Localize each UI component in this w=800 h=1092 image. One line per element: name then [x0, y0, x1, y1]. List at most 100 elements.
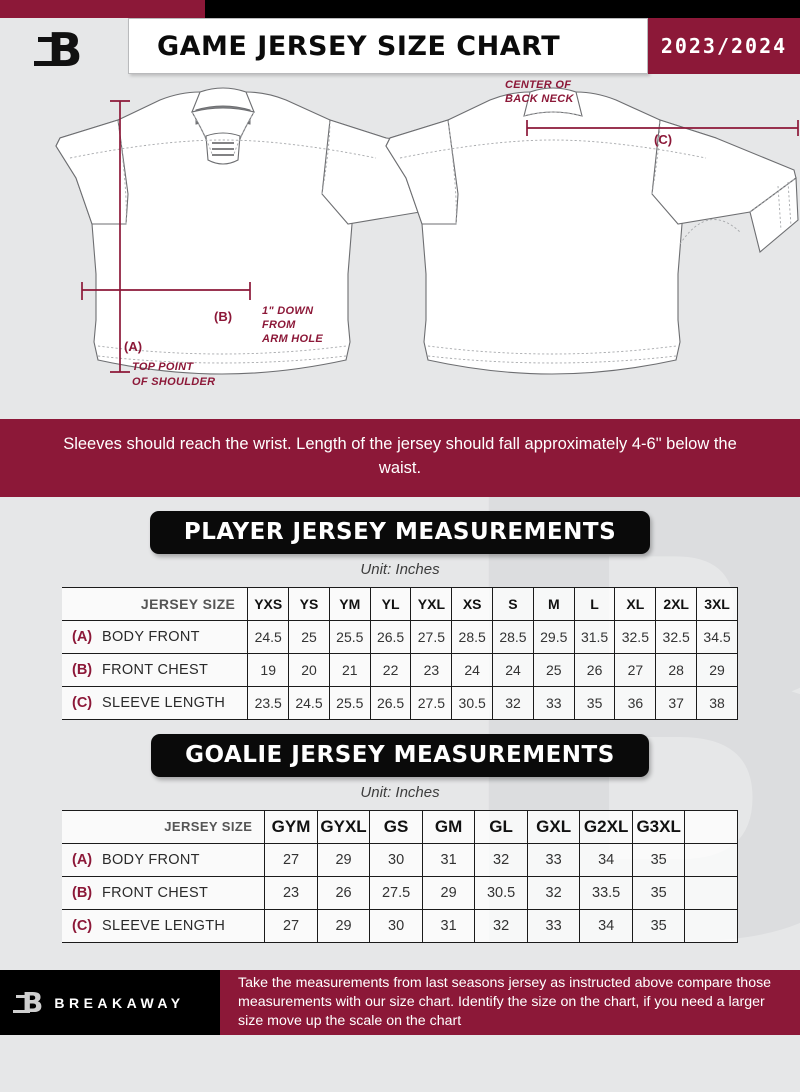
player-cell: 28.5 — [492, 619, 534, 654]
goalie-size-header: G2XL — [579, 809, 633, 844]
goalie-size-header: GS — [369, 809, 423, 844]
goalie-row-label: (A) BODY FRONT — [62, 842, 266, 877]
caption-b-line3: ARM HOLE — [261, 333, 323, 345]
player-corner-label: JERSEY SIZE — [62, 586, 249, 621]
player-cell: 26 — [573, 652, 616, 687]
player-size-header: M — [532, 586, 575, 621]
player-cell: 22 — [369, 652, 412, 687]
player-size-header: XL — [614, 586, 657, 621]
goalie-cell: 33.5 — [579, 875, 633, 910]
player-cell: 24 — [492, 652, 534, 687]
player-cell: 29.5 — [532, 619, 575, 654]
player-cell: 24.5 — [288, 685, 330, 720]
caption-a-line2: OF SHOULDER — [132, 376, 215, 388]
goalie-section-title: GOALIE JERSEY MEASUREMENTS — [151, 733, 649, 777]
goalie-measurements-table: JERSEY SIZE GYM GYXL GS GM GL GXL G2XL G… — [62, 809, 738, 943]
title-plate: GAME JERSEY SIZE CHART — [128, 18, 648, 74]
player-cell: 28.5 — [451, 619, 494, 654]
caption-a-line1: TOP POINT — [132, 361, 194, 373]
goalie-cell: 32 — [474, 908, 528, 943]
top-accent-maroon-block — [0, 0, 205, 18]
player-size-header: YM — [328, 586, 371, 621]
caption-b-line1: 1" DOWN — [262, 305, 314, 317]
player-cell: 37 — [655, 685, 698, 720]
player-cell: 26.5 — [369, 685, 412, 720]
player-cell: 36 — [614, 685, 657, 720]
measurement-tag: (C) — [72, 917, 93, 934]
goalie-cell: 34 — [579, 908, 633, 943]
player-cell: 35 — [573, 685, 616, 720]
footer-brand-block: B BREAKAWAY — [0, 970, 220, 1035]
goalie-cell: 30 — [369, 842, 423, 877]
goalie-cell: 23 — [264, 875, 318, 910]
player-size-header: 3XL — [696, 586, 738, 621]
player-size-header: XS — [451, 586, 494, 621]
goalie-cell: 30.5 — [474, 875, 528, 910]
back-jersey-illustration: (C) CENTER OF BACK NECK — [385, 79, 799, 375]
goalie-table-wrap: JERSEY SIZE GYM GYXL GS GM GL GXL G2XL G… — [0, 809, 800, 943]
footer-instructions: Take the measurements from last seasons … — [220, 970, 800, 1035]
goalie-cell: 31 — [421, 908, 476, 943]
breakaway-logo-icon: B — [34, 23, 83, 77]
breakaway-logo-icon-footer: B — [12, 985, 43, 1019]
goalie-cell: 33 — [526, 908, 581, 943]
table-row: (A) BODY FRONT 27 29 30 31 32 33 34 35 — [62, 842, 738, 877]
goalie-cell: 35 — [631, 875, 686, 910]
footer-brand-name: BREAKAWAY — [54, 994, 185, 1011]
player-cell: 32.5 — [614, 619, 657, 654]
player-cell: 32.5 — [655, 619, 698, 654]
header-logo: B — [0, 18, 128, 74]
player-cell: 25 — [532, 652, 575, 687]
measurement-tag: (A) — [72, 851, 93, 868]
measurement-name: BODY FRONT — [102, 851, 200, 868]
player-measurements-table: JERSEY SIZE YXS YS YM YL YXL XS S M L XL… — [62, 586, 738, 720]
player-size-header: YL — [369, 586, 412, 621]
measurement-tag: (A) — [72, 629, 93, 646]
table-row: (C) SLEEVE LENGTH 27 29 30 31 32 33 34 35 — [62, 908, 738, 943]
goalie-cell: 33 — [526, 842, 581, 877]
player-table-wrap: JERSEY SIZE YXS YS YM YL YXL XS S M L XL… — [0, 586, 800, 720]
measurement-name: SLEEVE LENGTH — [102, 695, 226, 712]
player-size-header: S — [492, 586, 534, 621]
goalie-size-header: GL — [474, 809, 528, 844]
player-cell: 27.5 — [410, 685, 453, 720]
goalie-cell-empty — [684, 842, 738, 877]
player-size-header: 2XL — [655, 586, 698, 621]
player-cell: 25.5 — [328, 685, 371, 720]
goalie-cell: 34 — [579, 842, 633, 877]
caption-b-line2: FROM — [262, 319, 296, 331]
table-header-row: JERSEY SIZE YXS YS YM YL YXL XS S M L XL… — [62, 586, 738, 621]
fit-note-banner: Sleeves should reach the wrist. Length o… — [0, 419, 800, 497]
player-row-label: (B) FRONT CHEST — [62, 652, 249, 687]
goalie-cell-empty — [684, 908, 738, 943]
player-cell: 26.5 — [369, 619, 412, 654]
goalie-cell: 27 — [264, 908, 318, 943]
player-row-label: (A) BODY FRONT — [62, 619, 249, 654]
goalie-size-header: GYXL — [316, 809, 371, 844]
dim-label-c: (C) — [654, 132, 672, 147]
measurement-tag: (B) — [72, 662, 93, 679]
goalie-cell: 30 — [369, 908, 423, 943]
player-row-label: (C) SLEEVE LENGTH — [62, 685, 249, 720]
goalie-size-header: GYM — [264, 809, 318, 844]
player-cell: 24.5 — [247, 619, 290, 654]
measurement-tag: (C) — [72, 695, 93, 712]
dim-label-a: (A) — [124, 339, 142, 354]
player-cell: 30.5 — [451, 685, 494, 720]
goalie-cell: 29 — [316, 908, 371, 943]
player-cell: 23 — [410, 652, 453, 687]
goalie-size-header-empty — [684, 809, 738, 844]
goalie-cell: 35 — [631, 908, 686, 943]
page-title: GAME JERSEY SIZE CHART — [157, 30, 561, 62]
player-cell: 19 — [247, 652, 290, 687]
player-cell: 27 — [614, 652, 657, 687]
table-row: (B) FRONT CHEST 23 26 27.5 29 30.5 32 33.… — [62, 875, 738, 910]
goalie-cell: 32 — [526, 875, 581, 910]
player-size-header: YXS — [247, 586, 290, 621]
goalie-cell-empty — [684, 875, 738, 910]
player-cell: 33 — [532, 685, 575, 720]
player-cell: 21 — [328, 652, 371, 687]
goalie-cell: 35 — [631, 842, 686, 877]
table-row: (A) BODY FRONT 24.5 25 25.5 26.5 27.5 28.… — [62, 619, 738, 654]
measurement-name: SLEEVE LENGTH — [102, 917, 226, 934]
